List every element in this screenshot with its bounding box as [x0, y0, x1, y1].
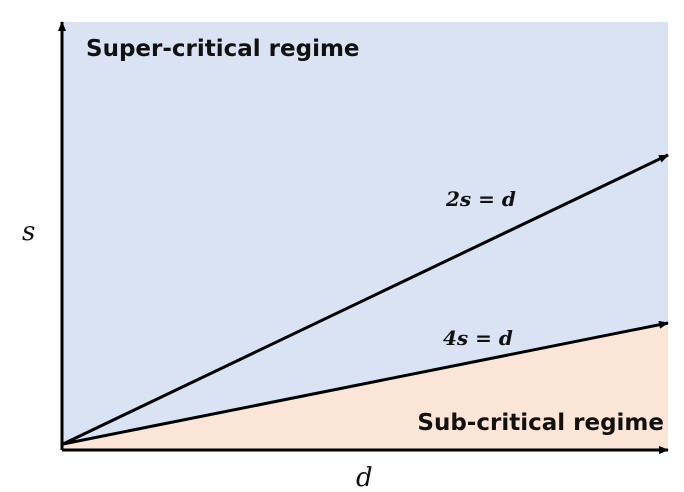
super-critical-label: Super-critical regime: [86, 36, 360, 62]
line-2s-eq-d: [62, 153, 669, 446]
line-label-2s-eq-d: 2s = d: [445, 187, 516, 211]
line-4s-eq-d: [62, 320, 669, 446]
x-axis-label: d: [356, 463, 373, 492]
sub-critical-label: Sub-critical regime: [417, 410, 664, 436]
line-label-4s-eq-d: 4s = d: [443, 326, 513, 350]
sub-critical-region: [62, 324, 668, 450]
y-axis-label: s: [22, 217, 35, 247]
